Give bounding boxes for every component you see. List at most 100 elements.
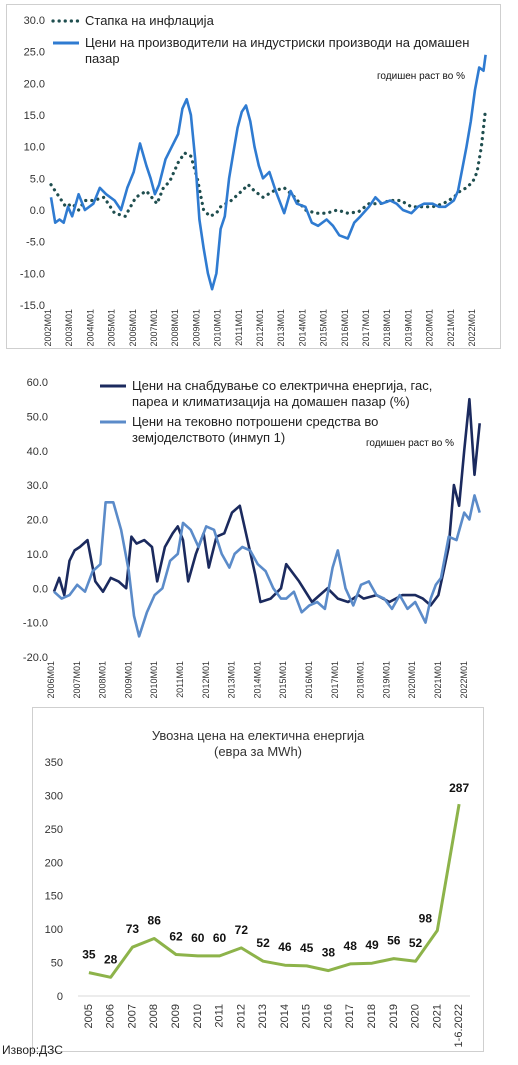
legend-label-2: Цени на производители на индустриски про… xyxy=(85,35,469,66)
y-tick-label: 20.0 xyxy=(24,78,45,90)
x-tick-label: 2006M01 xyxy=(46,661,56,699)
data-label: 38 xyxy=(322,946,336,960)
x-tick-label: 2012M01 xyxy=(201,661,211,699)
x-tick-label: 2017M01 xyxy=(330,661,340,699)
y-tick-label: 300 xyxy=(45,790,63,802)
x-tick-label: 2016M01 xyxy=(304,661,314,699)
y-tick-label: 5.0 xyxy=(30,173,45,185)
y-tick-label: 0.0 xyxy=(33,583,48,595)
x-tick-label: 2019M01 xyxy=(381,661,391,699)
series-line-1 xyxy=(52,397,481,607)
data-label: 287 xyxy=(449,781,469,795)
x-tick-label: 2010M01 xyxy=(149,661,159,699)
data-label: 60 xyxy=(191,931,205,945)
y-tick-label: 20.0 xyxy=(27,515,48,527)
y-tick-label: 100 xyxy=(45,924,63,936)
x-tick-label: 2006 xyxy=(105,1004,117,1028)
x-tick-label: 2006M01 xyxy=(128,309,138,347)
annotation-text: годишен раст во % xyxy=(366,438,454,449)
x-tick-label: 2012 xyxy=(235,1004,247,1028)
x-tick-label: 2005M01 xyxy=(107,309,117,347)
energy-agri-chart: 60.050.040.030.020.010.00.0-10.0-20.0200… xyxy=(23,377,481,699)
data-label: 73 xyxy=(126,922,140,936)
x-tick-label: 2018M01 xyxy=(382,309,392,347)
y-tick-label: 30.0 xyxy=(24,15,45,27)
x-tick-label: 2018 xyxy=(366,1004,378,1028)
x-tick-label: 2011 xyxy=(214,1004,226,1028)
import-price-chart: Увозна цена на електична енергија(евра з… xyxy=(45,728,470,1047)
x-tick-label: 2008 xyxy=(148,1004,160,1028)
y-tick-label: 350 xyxy=(45,757,63,769)
data-label: 62 xyxy=(169,930,183,944)
x-tick-label: 2015M01 xyxy=(278,661,288,699)
data-label: 56 xyxy=(387,934,401,948)
chart-panel-energy: 60.0 50.0 40.0 30.0 20.0 10.0 0.0 -10.0 -20.0 200… xyxy=(6,362,499,702)
y-tick-label: -10.0 xyxy=(20,268,45,280)
data-label: 52 xyxy=(409,936,423,950)
x-tick-label: 2014M01 xyxy=(297,309,307,347)
x-tick-label: 2022M01 xyxy=(459,661,469,699)
x-tick-label: 2008M01 xyxy=(98,661,108,699)
data-label: 72 xyxy=(235,923,249,937)
x-tick-label: 2020M01 xyxy=(407,661,417,699)
data-label: 98 xyxy=(419,911,433,925)
x-tick-label: 2015M01 xyxy=(319,309,329,347)
x-tick-label: 2017 xyxy=(344,1004,356,1028)
x-tick-label: 2012M01 xyxy=(255,309,265,347)
x-tick-label: 2004M01 xyxy=(85,309,95,347)
y-tick-label: -20.0 xyxy=(23,652,48,664)
x-tick-label: 2021M01 xyxy=(446,309,456,347)
annotation-text: годишен раст во % xyxy=(377,71,465,82)
x-tick-label: 2005 xyxy=(83,1004,95,1028)
legend-label-1: Стапка на инфлација xyxy=(85,13,215,28)
y-tick-label: -15.0 xyxy=(20,300,45,312)
x-tick-label: 1-6.2022 xyxy=(453,1004,465,1047)
x-tick-label: 2008M01 xyxy=(170,309,180,347)
series-line-2 xyxy=(53,494,481,638)
legend-label-2: Цени на тековно потрошени средства во зем… xyxy=(132,414,378,445)
data-label: 49 xyxy=(365,938,379,952)
source-note: Извор:ДЗС xyxy=(2,1043,63,1057)
x-tick-label: 2007M01 xyxy=(149,309,159,347)
x-tick-label: 2014 xyxy=(279,1004,291,1028)
y-tick-label: 40.0 xyxy=(27,446,48,458)
chart-subtitle: (евра за MWh) xyxy=(214,744,302,759)
y-tick-label: 60.0 xyxy=(27,377,48,389)
legend-label-1: Цени на снабдување со електрична енергиј… xyxy=(132,378,432,409)
data-label: 86 xyxy=(148,914,162,928)
x-tick-label: 2019M01 xyxy=(403,309,413,347)
y-tick-label: 50 xyxy=(51,958,63,970)
y-tick-label: 15.0 xyxy=(24,110,45,122)
chart-panel-ppi: 30.0 25.0 20.0 15.0 10.0 5.0 0.0 -5.0 -10.0 -15.0… xyxy=(6,4,501,349)
x-tick-label: 2007M01 xyxy=(72,661,82,699)
y-tick-label: 0.0 xyxy=(30,205,45,217)
series-line-1 xyxy=(49,107,488,218)
x-tick-label: 2018M01 xyxy=(356,661,366,699)
x-tick-label: 2002M01 xyxy=(43,309,53,347)
y-tick-label: 50.0 xyxy=(27,411,48,423)
data-label: 35 xyxy=(82,948,96,962)
data-label: 60 xyxy=(213,931,227,945)
x-tick-label: 2010M01 xyxy=(213,309,223,347)
x-tick-label: 2009M01 xyxy=(191,309,201,347)
x-tick-label: 2020M01 xyxy=(425,309,435,347)
x-tick-label: 2015 xyxy=(301,1004,313,1028)
data-label: 28 xyxy=(104,952,118,966)
y-tick-label: 0 xyxy=(57,991,63,1003)
x-tick-label: 2019 xyxy=(388,1004,400,1028)
x-tick-label: 2011M01 xyxy=(175,661,185,698)
y-tick-label: 200 xyxy=(45,857,63,869)
x-tick-label: 2016M01 xyxy=(340,309,350,347)
y-tick-label: 10.0 xyxy=(24,142,45,154)
x-tick-label: 2010 xyxy=(192,1004,204,1028)
x-tick-label: 2022M01 xyxy=(467,309,477,347)
x-tick-label: 2016 xyxy=(322,1004,334,1028)
y-tick-label: 250 xyxy=(45,824,63,836)
x-tick-label: 2013M01 xyxy=(227,661,237,699)
series-line-2 xyxy=(49,54,487,291)
x-tick-label: 2009 xyxy=(170,1004,182,1028)
series-line xyxy=(88,803,461,979)
data-label: 48 xyxy=(344,939,358,953)
ppi-inflation-chart: 30.0 25.0 20.0 15.0 10.0 5.0 0.0 -5.0 -10.0 -15.0… xyxy=(20,13,488,347)
x-tick-label: 2017M01 xyxy=(361,309,371,347)
